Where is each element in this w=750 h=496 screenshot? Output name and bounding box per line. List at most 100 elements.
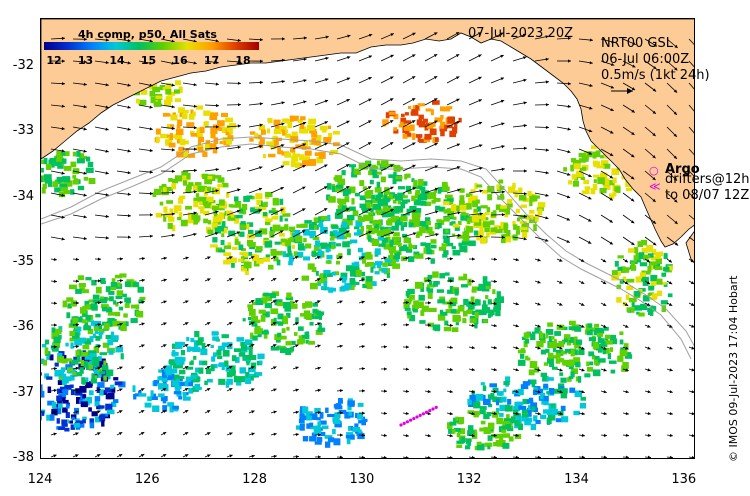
sst-pixel bbox=[221, 342, 230, 348]
sst-pixel bbox=[498, 392, 502, 396]
sst-pixel bbox=[164, 99, 172, 107]
sst-pixel bbox=[218, 249, 226, 253]
current-arrow bbox=[600, 148, 614, 157]
sst-pixel bbox=[61, 378, 67, 385]
sst-pixel bbox=[314, 314, 320, 320]
sst-pixel bbox=[393, 165, 401, 172]
sst-pixel bbox=[362, 186, 367, 190]
sst-pixel bbox=[345, 435, 351, 439]
sst-pixel bbox=[614, 260, 619, 267]
sst-pixel bbox=[553, 342, 561, 348]
sst-pixel bbox=[82, 344, 90, 350]
sst-pixel bbox=[117, 282, 121, 287]
current-arrow bbox=[226, 343, 233, 348]
current-arrow bbox=[644, 82, 657, 92]
current-arrow bbox=[94, 301, 102, 305]
sst-pixel bbox=[530, 361, 536, 366]
sst-pixel bbox=[416, 208, 422, 213]
sst-pixel bbox=[583, 179, 590, 185]
sst-pixel bbox=[102, 365, 109, 371]
sst-pixel bbox=[237, 376, 246, 383]
sst-pixel bbox=[222, 349, 230, 357]
sst-pixel bbox=[54, 362, 59, 367]
sst-pixel bbox=[207, 175, 213, 180]
sst-pixel bbox=[255, 372, 263, 376]
longitude-tick-label: 136 bbox=[671, 472, 697, 487]
sst-pixel bbox=[70, 300, 77, 307]
sst-pixel bbox=[285, 133, 291, 138]
sst-pixel bbox=[200, 348, 208, 356]
sst-pixel bbox=[420, 200, 427, 206]
sst-pixel bbox=[57, 352, 63, 357]
sst-pixel bbox=[103, 375, 107, 381]
sst-pixel bbox=[212, 336, 219, 341]
sst-pixel bbox=[95, 335, 101, 341]
sst-pixel bbox=[239, 208, 244, 213]
sst-pixel bbox=[647, 265, 652, 273]
sst-pixel bbox=[466, 217, 471, 225]
current-arrow bbox=[578, 236, 592, 244]
sst-pixel bbox=[649, 261, 658, 266]
sst-pixel bbox=[323, 137, 332, 143]
current-arrow bbox=[424, 301, 432, 305]
sst-pixel bbox=[579, 403, 587, 409]
current-arrow bbox=[644, 258, 651, 263]
sst-pixel bbox=[346, 219, 353, 226]
current-arrow bbox=[94, 60, 109, 65]
current-arrow bbox=[688, 148, 694, 156]
sst-pixel bbox=[483, 413, 490, 420]
sst-pixel bbox=[499, 433, 504, 441]
sst-pixel bbox=[230, 257, 237, 263]
current-arrow bbox=[72, 323, 80, 327]
sst-pixel bbox=[98, 331, 104, 335]
sst-pixel bbox=[171, 379, 180, 387]
current-arrow bbox=[666, 170, 678, 181]
sst-pixel bbox=[292, 153, 301, 157]
sst-pixel bbox=[225, 138, 233, 145]
current-arrow bbox=[424, 32, 438, 40]
current-arrow bbox=[292, 229, 306, 238]
sst-pixel bbox=[540, 372, 547, 377]
sst-pixel bbox=[548, 342, 557, 349]
current-arrow bbox=[182, 343, 189, 348]
current-arrow bbox=[314, 78, 329, 84]
sst-pixel bbox=[499, 413, 504, 417]
current-arrow bbox=[402, 389, 410, 393]
sst-pixel bbox=[316, 310, 321, 315]
sst-pixel bbox=[226, 125, 232, 132]
sst-pixel bbox=[175, 128, 184, 135]
current-arrow bbox=[578, 412, 585, 416]
map-panel[interactable] bbox=[40, 18, 695, 459]
sst-pixel bbox=[505, 206, 510, 211]
sst-pixel bbox=[492, 396, 498, 402]
current-arrow bbox=[138, 366, 145, 370]
current-arrow bbox=[204, 278, 211, 282]
current-arrow bbox=[292, 433, 299, 437]
sst-pixel bbox=[413, 251, 420, 256]
sst-pixel bbox=[377, 160, 381, 166]
sst-pixel bbox=[442, 201, 450, 206]
sst-pixel bbox=[66, 180, 73, 187]
sst-pixel bbox=[162, 400, 167, 404]
sst-pixel bbox=[569, 387, 576, 393]
sst-pixel bbox=[319, 311, 325, 315]
sst-pixel bbox=[128, 280, 137, 288]
sst-pixel bbox=[560, 405, 566, 412]
current-arrow bbox=[666, 38, 678, 49]
sst-pixel bbox=[562, 359, 569, 365]
sst-pixel bbox=[85, 277, 92, 281]
sst-pixel bbox=[571, 174, 577, 180]
sst-pixel bbox=[198, 206, 205, 210]
sst-pixel bbox=[372, 175, 379, 179]
current-arrow bbox=[204, 387, 211, 392]
drifter-position bbox=[405, 420, 409, 424]
sst-pixel bbox=[294, 332, 298, 336]
current-arrow bbox=[468, 257, 476, 261]
sst-pixel bbox=[44, 339, 50, 345]
sst-pixel bbox=[78, 156, 87, 160]
sst-pixel bbox=[404, 125, 410, 131]
sst-pixel bbox=[547, 413, 556, 421]
sst-pixel bbox=[305, 243, 312, 249]
sst-pixel bbox=[375, 261, 383, 266]
current-arrow bbox=[402, 367, 410, 371]
